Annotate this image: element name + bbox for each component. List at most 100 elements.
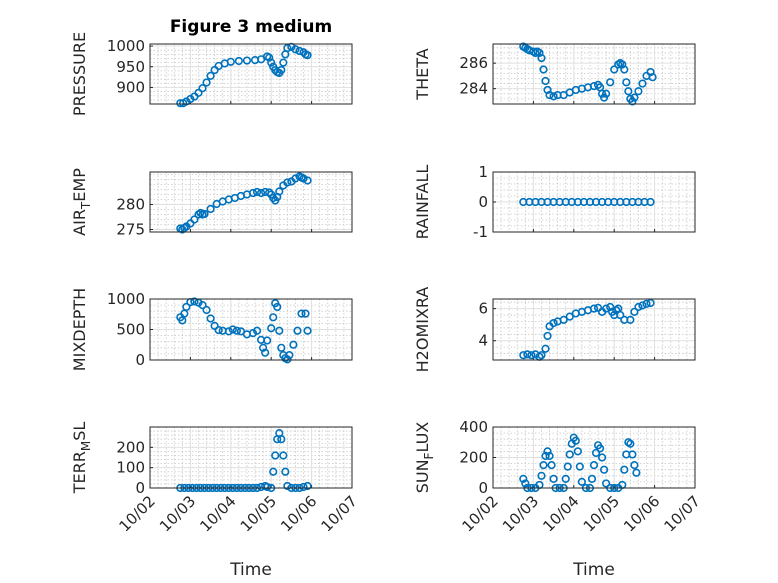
data-point xyxy=(228,325,237,334)
x-tick-label: 10/03 xyxy=(499,492,542,535)
x-tick-label: 10/07 xyxy=(318,492,361,535)
y-tick-label: 100 xyxy=(116,459,145,477)
data-point xyxy=(543,331,552,341)
data-point xyxy=(630,93,639,102)
y-tick-label: 6 xyxy=(478,300,488,318)
data-point xyxy=(263,336,272,345)
axes-frame xyxy=(149,171,353,233)
data-point xyxy=(634,302,643,312)
data-point xyxy=(200,209,209,219)
y-tick-label: 0 xyxy=(478,193,488,211)
data-point xyxy=(563,462,572,471)
data-point xyxy=(279,58,288,67)
data-point xyxy=(267,324,276,333)
data-point xyxy=(293,326,302,335)
data-point xyxy=(599,465,609,474)
x-tick-label: 10/05 xyxy=(580,492,623,535)
data-point xyxy=(259,343,268,352)
y-axis-label: H2OMIXRA xyxy=(413,287,432,373)
data-point xyxy=(295,46,304,56)
data-point xyxy=(616,310,625,320)
data-point xyxy=(545,90,554,100)
data-point xyxy=(634,87,643,96)
data-point xyxy=(537,471,546,480)
data-point xyxy=(537,53,546,63)
data-point xyxy=(283,44,292,53)
data-point xyxy=(283,481,292,491)
y-axis-label: MIXDEPTH xyxy=(70,288,89,371)
x-tick-label: 10/06 xyxy=(620,492,663,535)
data-point xyxy=(602,479,611,488)
data-point xyxy=(573,447,582,456)
axes-frame xyxy=(492,426,696,489)
y-tick-label: 1 xyxy=(478,163,488,181)
data-point xyxy=(565,450,574,459)
y-axis-label-tail: SL xyxy=(70,422,89,441)
data-point xyxy=(297,309,306,318)
data-point xyxy=(606,302,615,312)
data-point xyxy=(519,474,528,483)
data-point xyxy=(202,305,211,315)
x-tick-label: 10/04 xyxy=(539,492,582,535)
data-point xyxy=(285,351,294,360)
data-point xyxy=(628,450,637,459)
data-point xyxy=(545,451,554,461)
data-point xyxy=(602,304,611,313)
y-tick-label: 200 xyxy=(116,438,145,456)
axes-frame xyxy=(492,43,696,105)
data-point xyxy=(571,436,580,445)
y-axis-label: SUNFLUX xyxy=(413,422,436,494)
x-tick-label: 10/02 xyxy=(459,492,502,535)
data-point xyxy=(519,351,528,360)
y-tick-label: 900 xyxy=(116,78,145,96)
data-point xyxy=(642,299,651,308)
y-axis-label: THETA xyxy=(413,48,432,100)
data-point xyxy=(190,215,199,224)
y-tick-label: 0 xyxy=(135,479,145,497)
panel-6: 0 100 200 TERRMSL 10/0210/0310/0410/0510/061… xyxy=(70,422,361,536)
data-point xyxy=(624,87,633,96)
data-point xyxy=(299,174,308,183)
data-point xyxy=(541,344,550,353)
data-point xyxy=(277,65,286,75)
data-point xyxy=(303,176,312,185)
data-point xyxy=(638,79,647,88)
plot-area xyxy=(150,172,352,232)
axes-frame xyxy=(149,426,353,489)
data-point xyxy=(224,327,233,336)
data-point xyxy=(257,188,266,198)
x-tick-label: 10/04 xyxy=(196,492,239,535)
x-axis-label-left: Time xyxy=(229,560,272,580)
y-axis-label-subscript: M xyxy=(79,441,93,451)
data-point xyxy=(577,477,586,487)
y-tick-label: -1 xyxy=(473,223,488,241)
data-point xyxy=(242,56,252,65)
x-tick-label: 10/05 xyxy=(237,492,280,535)
data-point xyxy=(606,78,615,87)
data-point xyxy=(194,88,203,97)
data-point xyxy=(299,482,308,492)
data-point xyxy=(206,314,215,323)
y-axis-label: AIRTEMP xyxy=(70,168,93,236)
data-point xyxy=(232,326,241,335)
data-point xyxy=(214,326,223,335)
data-point xyxy=(648,73,657,82)
data-point xyxy=(537,351,546,360)
data-point xyxy=(226,57,235,66)
panel-0: 900 950 1000 PRESSURE xyxy=(70,32,353,116)
data-point xyxy=(523,350,532,359)
data-point xyxy=(275,326,284,335)
data-point xyxy=(279,451,288,460)
data-point xyxy=(630,461,639,470)
data-point xyxy=(565,312,574,321)
x-tick-label: 10/03 xyxy=(156,492,199,535)
plot-area xyxy=(150,427,352,488)
data-point xyxy=(283,178,292,187)
data-point xyxy=(275,187,284,196)
y-axis-label-subscript: F xyxy=(422,452,436,459)
y-tick-label: 275 xyxy=(116,221,145,239)
x-tick-label: 10/07 xyxy=(661,492,704,535)
data-point xyxy=(281,467,290,476)
y-axis-label: TERRMSL xyxy=(70,422,93,495)
